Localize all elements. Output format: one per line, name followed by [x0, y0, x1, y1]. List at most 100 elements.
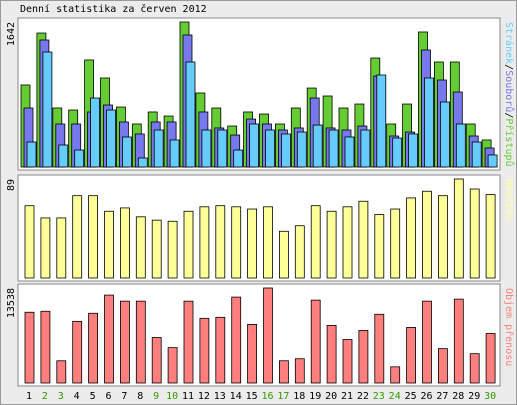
bar: [310, 205, 321, 279]
bar: [455, 123, 466, 168]
legend: Stránek/Souborů/Přístupů: [503, 22, 515, 167]
bar: [231, 296, 242, 384]
x-tick-label: 8: [137, 391, 143, 402]
bar: [135, 216, 146, 279]
bar: [24, 311, 35, 384]
bar: [422, 190, 432, 279]
bar: [294, 225, 305, 279]
bar: [72, 195, 83, 279]
x-tick-label: 16: [261, 391, 273, 402]
legend-entry: Souborů: [503, 70, 515, 112]
bar: [185, 61, 196, 168]
y-tick-label: 13538: [6, 288, 17, 318]
chart-title: Denní statistika za červen 2012: [20, 3, 207, 15]
x-tick-label: 28: [452, 391, 464, 402]
bar: [280, 133, 291, 168]
x-tick-label: 15: [246, 391, 258, 402]
bar: [74, 149, 85, 168]
y-tick-label: 1642: [6, 22, 17, 46]
x-tick-label: 30: [484, 391, 496, 402]
bar: [376, 74, 387, 168]
x-tick-label: 17: [277, 391, 289, 402]
bar: [278, 230, 289, 279]
bar: [453, 178, 464, 279]
bar: [120, 207, 130, 279]
panel: [17, 283, 501, 387]
bar: [390, 208, 401, 279]
bar: [263, 287, 273, 384]
bar: [167, 347, 178, 384]
bar: [374, 313, 385, 384]
bar: [296, 131, 307, 168]
x-tick-label: 13: [214, 391, 226, 402]
bar: [294, 358, 305, 384]
x-tick-label: 22: [357, 391, 369, 402]
bar: [437, 348, 448, 384]
bar: [215, 205, 226, 279]
bar: [72, 320, 83, 384]
x-tick-label: 18: [293, 391, 305, 402]
bar: [247, 323, 258, 384]
x-tick-label: 26: [420, 391, 432, 402]
x-tick-label: 23: [373, 391, 385, 402]
legend-entry: Přístupů: [503, 118, 515, 166]
x-tick-label: 24: [389, 391, 401, 402]
bar: [439, 101, 450, 168]
bar: [151, 219, 162, 279]
bar: [485, 333, 496, 384]
bar: [120, 300, 130, 384]
bar: [342, 339, 353, 384]
x-tick-label: 20: [325, 391, 337, 402]
bar: [40, 310, 51, 384]
legend-entry: Návštěv: [503, 179, 515, 221]
bar: [26, 141, 37, 168]
bar: [328, 129, 339, 168]
bar: [58, 144, 69, 168]
y-tick-label: 89: [6, 179, 17, 191]
bar: [199, 317, 210, 384]
x-tick-label: 25: [405, 391, 417, 402]
bar: [406, 197, 417, 279]
x-tick-label: 10: [166, 391, 178, 402]
bar: [278, 360, 289, 384]
bar: [106, 109, 116, 168]
x-tick-label: 5: [90, 391, 96, 402]
x-tick-label: 4: [74, 391, 80, 402]
bar: [344, 136, 355, 168]
bar: [135, 300, 146, 384]
bar: [406, 327, 417, 384]
bar: [422, 300, 432, 384]
bar: [88, 312, 98, 384]
bar: [249, 123, 260, 168]
bar: [42, 51, 53, 168]
bar: [90, 97, 100, 168]
bar: [56, 217, 67, 279]
bar: [310, 299, 321, 384]
x-tick-label: 6: [105, 391, 111, 402]
bar: [169, 139, 180, 168]
legend: Objem přenosu: [503, 288, 515, 366]
bar: [485, 194, 496, 279]
legend: Návštěv: [503, 179, 515, 221]
bar: [326, 325, 337, 384]
bar: [360, 129, 371, 168]
x-tick-label: 3: [58, 391, 64, 402]
bar: [358, 330, 369, 384]
bar: [263, 206, 273, 279]
x-tick-label: 2: [42, 391, 48, 402]
x-tick-label: 27: [436, 391, 448, 402]
bar: [167, 220, 178, 279]
bar: [233, 149, 244, 168]
x-tick-label: 12: [198, 391, 210, 402]
bar: [122, 136, 132, 168]
bar: [183, 210, 194, 279]
bar: [88, 195, 98, 279]
bar: [104, 210, 114, 279]
x-tick-label: 14: [230, 391, 242, 402]
x-tick-label: 21: [341, 391, 353, 402]
bar: [215, 316, 226, 384]
x-tick-label: 29: [468, 391, 480, 402]
bar: [342, 206, 353, 279]
